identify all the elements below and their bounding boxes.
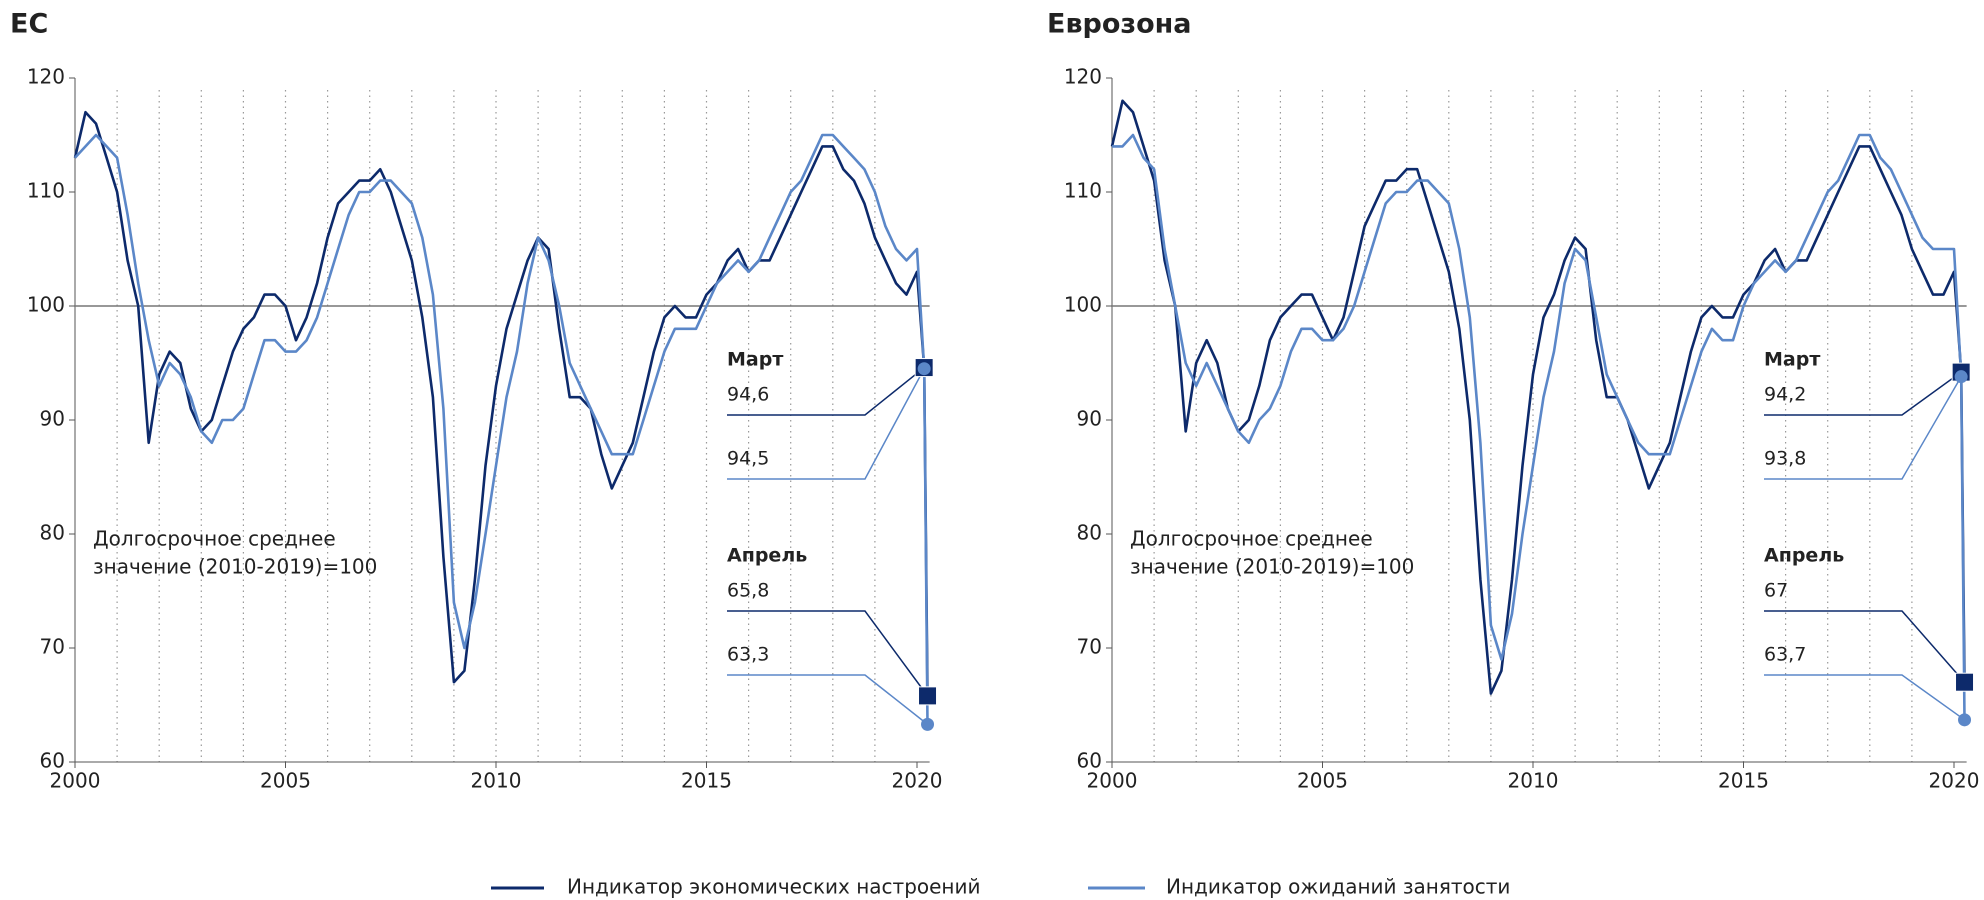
callout-title: Март [1764, 349, 1820, 371]
y-tick-label: 70 [40, 635, 65, 659]
callout-value: 94,6 [727, 384, 769, 406]
callout-leader [1764, 610, 1966, 683]
x-tick-label: 2020 [892, 769, 943, 793]
legend-label: Индикатор экономических настроений [567, 875, 981, 899]
y-tick-label: 100 [1064, 293, 1102, 317]
callout-leader [727, 674, 928, 725]
callout-leader [1764, 674, 1965, 721]
y-tick-label: 110 [1064, 179, 1102, 203]
callout-value: 94,2 [1764, 384, 1806, 406]
x-tick-label: 2015 [681, 769, 732, 793]
x-tick-label: 2015 [1718, 769, 1769, 793]
series-line [1112, 133, 1966, 720]
note: Долгосрочное среднее [1130, 527, 1373, 551]
callout-value: 93,8 [1764, 448, 1806, 470]
note: Долгосрочное среднее [93, 527, 336, 551]
chart-title: Еврозона [1047, 9, 1192, 40]
chart-title: ЕС [10, 9, 48, 40]
y-tick-label: 60 [40, 749, 65, 773]
callout-value: 94,5 [727, 448, 769, 470]
x-tick-label: 2000 [1087, 769, 1138, 793]
x-tick-label: 2010 [471, 769, 522, 793]
callout-value: 67 [1764, 580, 1788, 602]
callout-value: 65,8 [727, 580, 769, 602]
series-line [74, 133, 929, 725]
callout-title: Апрель [1764, 545, 1844, 567]
x-tick-label: 2005 [260, 769, 311, 793]
note: значение (2010-2019)=100 [93, 555, 377, 579]
callout-leader [727, 610, 929, 697]
y-tick-label: 60 [1077, 749, 1102, 773]
x-tick-label: 2010 [1508, 769, 1559, 793]
callout-leader [1764, 376, 1962, 480]
callout-leader [727, 368, 925, 480]
callout-marker [1958, 713, 1972, 727]
series-line [1110, 99, 1966, 695]
x-tick-label: 2000 [50, 769, 101, 793]
callout-leader [727, 366, 925, 416]
callout-leader [1764, 371, 1962, 416]
callout-marker [921, 717, 935, 731]
y-tick-label: 90 [1077, 407, 1102, 431]
callout-value: 63,3 [727, 644, 769, 666]
x-tick-label: 2020 [1929, 769, 1980, 793]
legend-label: Индикатор ожиданий занятости [1166, 875, 1510, 899]
y-tick-label: 80 [1077, 521, 1102, 545]
y-tick-label: 120 [27, 65, 65, 89]
callout-value: 63,7 [1764, 644, 1806, 666]
callout-marker [917, 362, 931, 376]
callout-marker [1954, 370, 1968, 384]
y-tick-label: 120 [1064, 65, 1102, 89]
y-tick-label: 70 [1077, 635, 1102, 659]
callout-title: Март [727, 349, 783, 371]
x-tick-label: 2005 [1297, 769, 1348, 793]
y-tick-label: 110 [27, 179, 65, 203]
y-tick-label: 80 [40, 521, 65, 545]
callout-marker [1955, 672, 1975, 692]
y-tick-label: 100 [27, 293, 65, 317]
y-tick-label: 90 [40, 407, 65, 431]
callout-title: Апрель [727, 545, 807, 567]
series-line [73, 110, 929, 696]
note: значение (2010-2019)=100 [1130, 555, 1414, 579]
callout-marker [918, 686, 938, 706]
